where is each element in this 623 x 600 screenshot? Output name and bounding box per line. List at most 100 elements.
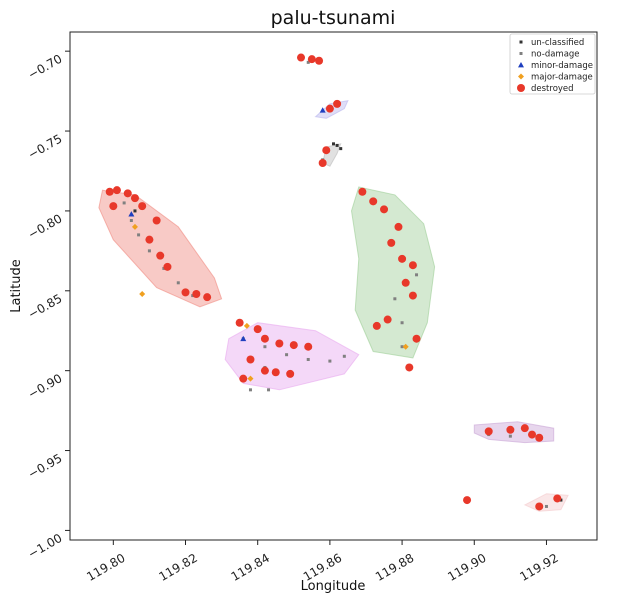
- point-minor-damage-2: [128, 211, 135, 217]
- point-destroyed-22: [286, 369, 295, 378]
- legend-label-minor-damage: minor-damage: [531, 61, 593, 71]
- legend-label-no-damage: no-damage: [531, 50, 580, 60]
- point-destroyed-50: [463, 496, 472, 505]
- point-major-damage-5: [247, 375, 254, 382]
- legend-label-un-classified: un-classified: [531, 38, 584, 48]
- point-destroyed-41: [383, 315, 392, 324]
- legend-label-destroyed: destroyed: [531, 84, 574, 94]
- region-2: [224, 322, 360, 391]
- point-destroyed-44: [405, 363, 414, 372]
- point-destroyed-33: [369, 197, 378, 206]
- point-destroyed-1: [105, 187, 114, 196]
- legend-box: [509, 33, 596, 95]
- point-destroyed-2: [112, 186, 121, 195]
- point-un-classified-3: [332, 142, 335, 146]
- point-destroyed-45: [484, 427, 493, 436]
- point-major-damage-3: [402, 343, 409, 350]
- point-no-damage-2: [129, 219, 133, 223]
- point-destroyed-21: [271, 368, 280, 377]
- point-destroyed-15: [253, 325, 262, 334]
- point-destroyed-27: [315, 56, 324, 65]
- point-no-damage-9: [263, 345, 267, 349]
- y-axis-label: Latitude: [9, 259, 24, 313]
- point-destroyed-5: [138, 202, 147, 211]
- point-destroyed-51: [535, 502, 544, 511]
- point-destroyed-17: [275, 339, 284, 348]
- point-destroyed-23: [246, 355, 255, 364]
- point-destroyed-3: [123, 189, 132, 198]
- point-destroyed-48: [528, 430, 537, 439]
- point-un-classified-5: [133, 209, 137, 213]
- point-no-damage-1: [122, 201, 126, 205]
- point-un-classified-2: [339, 147, 343, 151]
- point-destroyed-38: [408, 261, 417, 270]
- region-3: [350, 186, 436, 359]
- point-destroyed-46: [506, 425, 515, 434]
- point-destroyed-31: [318, 158, 327, 167]
- point-minor-damage-1: [319, 107, 326, 113]
- point-destroyed-28: [325, 104, 334, 113]
- point-destroyed-39: [401, 278, 410, 287]
- point-un-classified-1: [335, 143, 339, 147]
- legend-marker-major-damage: [518, 73, 524, 80]
- point-no-damage-25: [508, 434, 512, 438]
- point-destroyed-37: [398, 254, 407, 263]
- chart-title: palu-tsunami: [271, 7, 396, 29]
- legend-marker-no-damage: [519, 52, 523, 55]
- point-destroyed-49: [535, 433, 544, 442]
- point-destroyed-47: [520, 424, 529, 433]
- point-destroyed-11: [192, 289, 201, 298]
- point-destroyed-9: [163, 262, 172, 271]
- point-major-damage-2: [139, 290, 146, 297]
- point-destroyed-43: [412, 334, 421, 343]
- point-no-damage-21: [400, 321, 404, 325]
- point-destroyed-36: [387, 238, 396, 247]
- legend-marker-un-classified: [519, 40, 523, 44]
- point-destroyed-4: [130, 194, 139, 203]
- point-destroyed-18: [289, 341, 298, 350]
- point-destroyed-10: [181, 288, 190, 297]
- point-no-damage-12: [328, 359, 332, 363]
- point-destroyed-42: [372, 321, 381, 330]
- legend-marker-destroyed: [517, 84, 525, 92]
- plot-frame: [69, 31, 598, 541]
- point-destroyed-52: [553, 494, 562, 503]
- region-1: [98, 189, 223, 308]
- point-destroyed-29: [333, 99, 342, 108]
- point-no-damage-23: [415, 273, 419, 277]
- point-destroyed-16: [260, 334, 269, 343]
- point-no-damage-20: [393, 297, 397, 301]
- point-destroyed-32: [358, 187, 367, 196]
- point-destroyed-24: [239, 374, 248, 383]
- point-destroyed-25: [297, 53, 306, 62]
- data-points: [105, 53, 563, 511]
- point-no-damage-22: [400, 345, 404, 349]
- legend-label-major-damage: major-damage: [531, 73, 593, 83]
- point-destroyed-8: [156, 251, 165, 260]
- point-major-damage-1: [131, 223, 138, 230]
- point-destroyed-26: [307, 55, 316, 64]
- point-destroyed-13: [109, 202, 118, 211]
- point-destroyed-6: [152, 216, 161, 225]
- point-major-damage-4: [243, 322, 250, 329]
- point-minor-damage-3: [240, 335, 247, 342]
- point-no-damage-16: [267, 388, 271, 392]
- point-no-damage-11: [306, 357, 310, 361]
- point-destroyed-20: [260, 366, 269, 375]
- cluster-regions: [98, 100, 569, 512]
- point-destroyed-34: [380, 205, 389, 214]
- point-no-damage-10: [285, 353, 289, 357]
- point-destroyed-40: [408, 291, 417, 300]
- point-destroyed-12: [203, 293, 212, 302]
- point-destroyed-35: [394, 222, 403, 231]
- point-destroyed-30: [322, 146, 331, 155]
- point-destroyed-7: [145, 235, 154, 244]
- point-no-damage-27: [544, 504, 548, 508]
- point-no-damage-17: [306, 60, 310, 64]
- point-no-damage-6: [176, 281, 180, 285]
- point-no-damage-13: [342, 354, 346, 358]
- point-destroyed-19: [304, 342, 313, 351]
